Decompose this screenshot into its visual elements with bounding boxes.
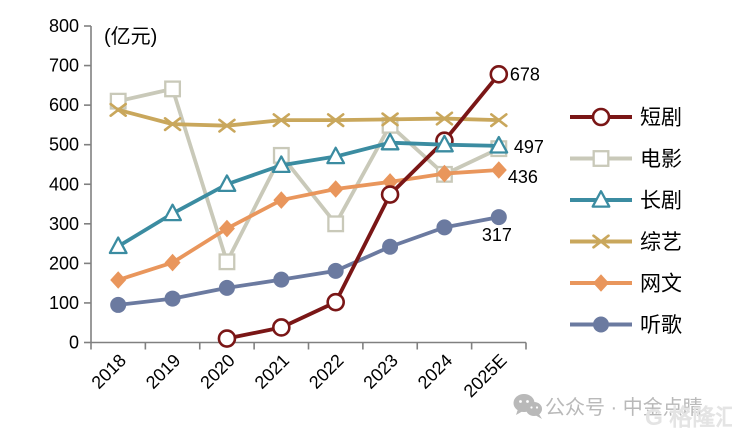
legend-label: 综艺 [640, 231, 682, 254]
unit-label: (亿元) [104, 25, 157, 48]
data-label-长剧: 497 [514, 137, 544, 157]
series-长剧 [108, 132, 509, 255]
legend-item-短剧: 短剧 [570, 107, 682, 130]
series-line [116, 107, 501, 128]
x-category-label: 2021 [251, 350, 293, 392]
series-line [116, 168, 501, 282]
legend-label: 长剧 [640, 190, 682, 213]
y-tick-label: 0 [69, 333, 79, 353]
legend-label: 网文 [640, 273, 682, 296]
x-category-label: 2025E [460, 350, 511, 401]
x-category-label: 2022 [305, 350, 347, 392]
watermark-text: 公众号 · 中金点睛 [545, 396, 703, 419]
series-短剧 [217, 64, 509, 348]
y-tick-label: 600 [49, 95, 79, 115]
x-category-label: 2020 [196, 350, 238, 392]
x-category-label: 2023 [359, 350, 401, 392]
y-tick-label: 100 [49, 293, 79, 313]
legend-label: 听歌 [640, 314, 682, 337]
legend-label: 电影 [640, 148, 682, 171]
x-category-label: 2018 [88, 350, 130, 392]
data-label-听歌: 317 [482, 225, 512, 245]
y-tick-label: 200 [49, 253, 79, 273]
legend-item-长剧: 长剧 [570, 190, 682, 213]
y-tick-label: 500 [49, 135, 79, 155]
series-line [116, 215, 501, 307]
series-听歌 [110, 209, 507, 313]
y-tick-label: 400 [49, 174, 79, 194]
y-tick-label: 700 [49, 56, 79, 76]
wechat-icon [513, 394, 542, 419]
series-line [116, 140, 501, 249]
y-tick-label: 800 [49, 16, 79, 36]
data-label-网文: 436 [508, 167, 538, 187]
legend-item-综艺: 综艺 [570, 231, 682, 254]
series-综艺 [109, 102, 508, 133]
legend-label: 短剧 [640, 107, 682, 130]
data-label-短剧: 678 [510, 64, 540, 84]
legend-item-电影: 电影 [570, 148, 682, 171]
y-tick-label: 300 [49, 214, 79, 234]
series-line [116, 87, 501, 264]
x-category-label: 2024 [414, 350, 456, 392]
legend-item-网文: 网文 [570, 273, 682, 296]
gelonghui-logo: G 格隆汇 [645, 404, 732, 430]
x-category-label: 2019 [142, 350, 184, 392]
legend-item-听歌: 听歌 [570, 314, 682, 337]
